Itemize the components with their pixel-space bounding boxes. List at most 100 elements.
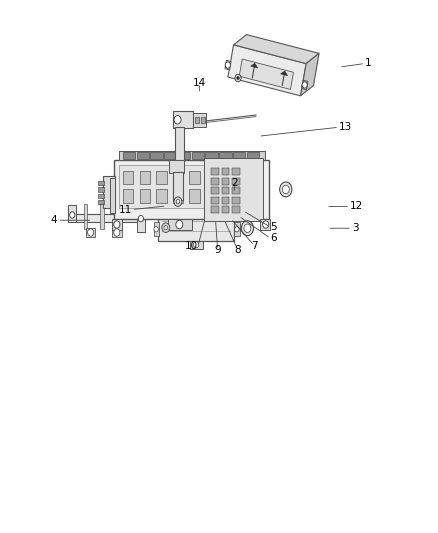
Bar [222,187,230,194]
Bar [140,171,150,184]
Bar [173,172,183,200]
Circle shape [225,62,230,68]
Circle shape [241,221,254,236]
Bar [137,152,149,159]
Circle shape [88,229,94,236]
Bar [140,189,150,203]
Bar [247,152,259,159]
Bar [114,160,269,219]
Bar [222,168,230,175]
Text: 1: 1 [365,59,372,68]
Circle shape [194,241,199,248]
Circle shape [164,225,167,230]
Circle shape [174,197,182,206]
Polygon shape [251,63,258,68]
Bar [197,184,205,191]
Circle shape [237,76,239,79]
Bar [233,206,240,213]
Bar [192,152,204,159]
Bar [123,152,135,159]
Bar [233,187,240,194]
Bar [189,171,200,184]
Bar [190,241,203,249]
Circle shape [176,199,180,204]
Bar [261,219,270,230]
Bar [233,177,240,184]
Bar [156,171,167,184]
Text: 9: 9 [214,245,221,255]
Bar [153,222,159,236]
Text: 13: 13 [339,122,352,132]
Bar [84,204,87,229]
Text: 10: 10 [185,241,198,251]
Bar [150,152,163,159]
Bar [100,204,104,229]
Bar [169,160,184,173]
Circle shape [283,185,289,193]
Text: 12: 12 [350,201,363,212]
Bar [201,117,205,123]
Bar [68,214,145,222]
Bar [164,152,177,159]
Bar [110,177,115,213]
Circle shape [235,227,239,232]
Bar [173,171,183,184]
Bar [233,197,240,204]
Text: 11: 11 [118,205,132,215]
Bar [86,228,95,237]
Bar [195,117,199,123]
Polygon shape [228,45,306,96]
Text: 2: 2 [231,177,237,188]
Text: 4: 4 [51,215,57,225]
Bar [180,182,212,196]
Bar [234,222,240,236]
Bar [169,219,192,230]
Bar [117,204,120,229]
Bar [219,152,232,159]
Polygon shape [281,71,287,76]
Bar [233,152,245,159]
Circle shape [176,220,183,229]
Bar [119,151,265,160]
Circle shape [138,215,144,222]
Polygon shape [239,59,293,90]
Text: 8: 8 [234,245,241,255]
Circle shape [114,229,120,236]
Bar [173,111,193,128]
Bar [211,206,219,213]
Circle shape [244,224,251,232]
Polygon shape [302,80,308,90]
Circle shape [114,221,120,228]
Text: 3: 3 [352,223,359,233]
Bar [123,189,134,203]
Polygon shape [158,196,234,241]
Polygon shape [225,60,231,70]
Bar [123,171,134,184]
Bar [222,206,230,213]
Bar [193,114,206,127]
Bar [68,205,76,222]
Bar [205,152,218,159]
Text: 7: 7 [251,241,258,251]
Polygon shape [300,53,319,96]
Bar [175,127,184,160]
Bar [137,205,145,232]
Circle shape [263,221,269,228]
Bar [211,168,219,175]
Bar [119,165,204,208]
Text: 14: 14 [193,78,206,88]
Circle shape [280,182,292,197]
Bar [211,177,219,184]
Bar [98,187,104,191]
Bar [211,197,219,204]
Bar [211,187,219,194]
Bar [185,184,193,191]
Bar [233,168,240,175]
Bar [112,219,122,230]
Bar [222,197,230,204]
Polygon shape [233,35,319,63]
Bar [112,228,122,237]
Bar [98,200,104,204]
Text: 6: 6 [271,233,277,244]
Circle shape [70,212,75,218]
